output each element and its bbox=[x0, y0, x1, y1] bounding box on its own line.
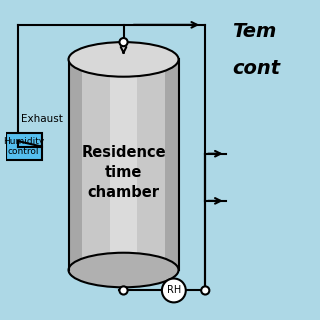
Circle shape bbox=[119, 286, 128, 294]
Polygon shape bbox=[165, 60, 179, 270]
Ellipse shape bbox=[68, 42, 179, 77]
Polygon shape bbox=[68, 60, 179, 270]
Circle shape bbox=[162, 278, 186, 302]
Text: Exhaust: Exhaust bbox=[21, 114, 63, 124]
Text: Humidity
control: Humidity control bbox=[3, 137, 44, 156]
Polygon shape bbox=[110, 60, 137, 270]
Circle shape bbox=[201, 286, 209, 294]
Text: Tem: Tem bbox=[232, 22, 276, 41]
Ellipse shape bbox=[68, 253, 179, 287]
Text: cont: cont bbox=[232, 59, 280, 78]
Text: RH: RH bbox=[167, 285, 181, 295]
Text: Residence
time
chamber: Residence time chamber bbox=[81, 145, 166, 200]
Circle shape bbox=[119, 38, 128, 46]
Polygon shape bbox=[68, 60, 82, 270]
Bar bbox=[6, 133, 42, 160]
